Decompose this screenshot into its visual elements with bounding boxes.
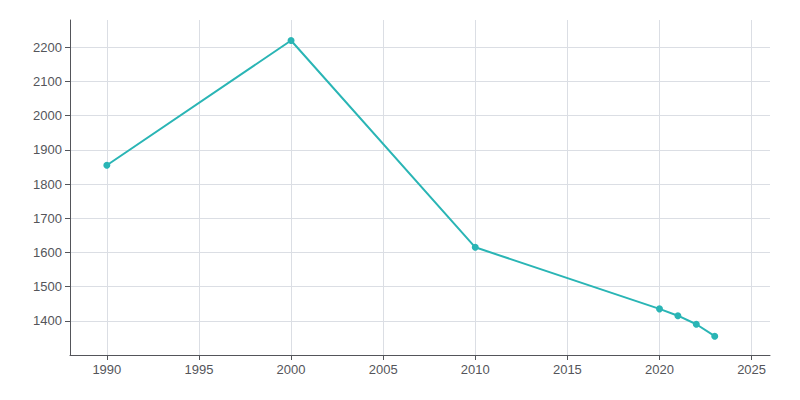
svg-text:1900: 1900 bbox=[33, 142, 62, 157]
svg-text:2200: 2200 bbox=[33, 40, 62, 55]
svg-text:1600: 1600 bbox=[33, 245, 62, 260]
svg-text:1400: 1400 bbox=[33, 313, 62, 328]
svg-text:1500: 1500 bbox=[33, 279, 62, 294]
svg-text:2005: 2005 bbox=[369, 362, 398, 377]
svg-text:2100: 2100 bbox=[33, 74, 62, 89]
svg-text:2015: 2015 bbox=[553, 362, 582, 377]
svg-text:2000: 2000 bbox=[33, 108, 62, 123]
svg-text:1700: 1700 bbox=[33, 211, 62, 226]
svg-text:1995: 1995 bbox=[184, 362, 213, 377]
svg-text:2000: 2000 bbox=[277, 362, 306, 377]
svg-text:2025: 2025 bbox=[737, 362, 766, 377]
svg-text:1800: 1800 bbox=[33, 177, 62, 192]
svg-text:1990: 1990 bbox=[92, 362, 121, 377]
svg-text:2020: 2020 bbox=[645, 362, 674, 377]
svg-text:2010: 2010 bbox=[461, 362, 490, 377]
